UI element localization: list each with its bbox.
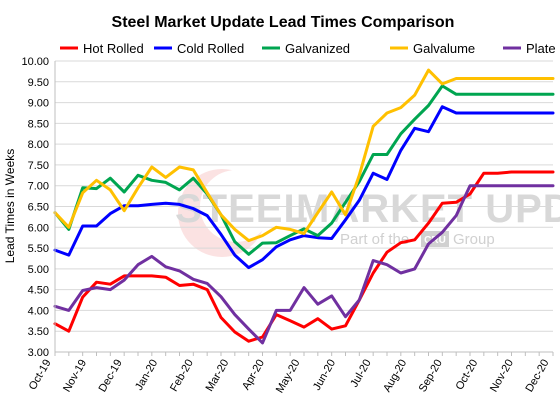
y-tick-label: 9.50 xyxy=(28,77,49,89)
y-tick-label: 4.50 xyxy=(28,285,49,297)
legend-label: Cold Rolled xyxy=(177,41,244,56)
x-tick-label: Dec-19 xyxy=(97,358,125,395)
y-tick-label: 3.00 xyxy=(28,347,49,359)
series-line-plate xyxy=(53,184,555,345)
series-line-galvanized xyxy=(53,84,555,256)
x-tick-label: May-20 xyxy=(274,358,303,396)
y-tick-label: 9.00 xyxy=(28,98,49,110)
y-axis-label: Lead Times in Weeks xyxy=(3,149,17,264)
x-tick-label: Oct-19 xyxy=(27,358,54,393)
y-tick-label: 4.00 xyxy=(28,305,49,317)
legend-item: Galvanized xyxy=(262,41,350,56)
y-tick-label: 6.00 xyxy=(28,222,49,234)
y-tick-label: 8.00 xyxy=(28,139,49,151)
watermark-tagline-right: Group xyxy=(453,231,495,248)
x-tick-label: Jun-20 xyxy=(311,358,338,393)
x-tick-label: Mar-20 xyxy=(204,358,232,394)
x-tick-label: Nov-19 xyxy=(61,358,89,395)
chart-title: Steel Market Update Lead Times Compariso… xyxy=(112,14,455,31)
y-tick-label: 10.00 xyxy=(21,56,49,68)
x-tick-label: Feb-20 xyxy=(168,358,196,394)
y-tick-label: 3.50 xyxy=(28,326,49,338)
y-tick-label: 6.50 xyxy=(28,202,49,214)
legend-label: Galvanized xyxy=(285,41,350,56)
x-tick-label: Nov-20 xyxy=(488,358,516,395)
x-tick-label: Jul-20 xyxy=(348,358,373,390)
legend-item: Galvalume xyxy=(390,41,475,56)
legend-label: Plate xyxy=(526,41,556,56)
legend-label: Hot Rolled xyxy=(83,41,144,56)
x-tick-label: Dec-20 xyxy=(523,358,551,395)
y-tick-label: 8.50 xyxy=(28,118,49,130)
series-layer xyxy=(53,68,555,345)
watermark-cru-label: CRU xyxy=(424,235,446,246)
y-tick-label: 7.50 xyxy=(28,160,49,172)
x-tick-label: Apr-20 xyxy=(240,358,267,393)
x-tick-label: Oct-20 xyxy=(454,358,481,393)
legend-label: Galvalume xyxy=(413,41,475,56)
x-tick-label: Jan-20 xyxy=(133,358,160,393)
series-line-galvalume xyxy=(53,68,555,243)
legend: Hot Rolled Cold Rolled Galvanized Galvalume… xyxy=(60,41,556,56)
y-tick-label: 7.00 xyxy=(28,181,49,193)
legend-item: Hot Rolled xyxy=(60,41,144,56)
legend-item: Cold Rolled xyxy=(154,41,244,56)
series-line-cold-rolled xyxy=(53,105,555,270)
y-tick-label: 5.50 xyxy=(28,243,49,255)
y-tick-label: 5.00 xyxy=(28,264,49,276)
x-tick-label: Sep-20 xyxy=(417,358,445,395)
x-tick-label: Aug-20 xyxy=(381,358,409,395)
legend-item: Plate xyxy=(503,41,556,56)
series-line-hot-rolled xyxy=(53,170,555,343)
watermark-tagline-left: Part of the xyxy=(340,231,409,248)
